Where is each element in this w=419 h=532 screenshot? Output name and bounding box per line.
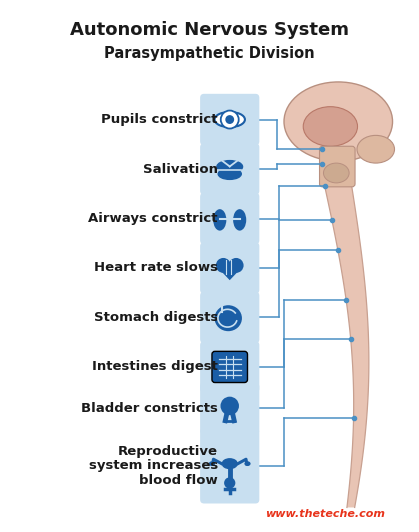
Text: Intestines digest: Intestines digest: [92, 361, 218, 373]
Ellipse shape: [222, 458, 238, 469]
Ellipse shape: [233, 209, 246, 231]
Text: Airways constrict: Airways constrict: [88, 212, 218, 225]
FancyBboxPatch shape: [200, 193, 259, 244]
Polygon shape: [216, 266, 243, 280]
FancyBboxPatch shape: [212, 351, 248, 383]
Ellipse shape: [284, 82, 393, 161]
Ellipse shape: [357, 135, 395, 163]
Text: Reproductive: Reproductive: [118, 445, 218, 458]
Text: Salivation: Salivation: [143, 162, 218, 176]
Text: Heart rate slows: Heart rate slows: [94, 262, 218, 275]
Ellipse shape: [217, 161, 243, 173]
Ellipse shape: [215, 112, 245, 127]
FancyBboxPatch shape: [200, 341, 259, 393]
Circle shape: [221, 111, 239, 129]
Text: Autonomic Nervous System: Autonomic Nervous System: [70, 21, 349, 39]
Text: Pupils constrict: Pupils constrict: [101, 113, 218, 126]
Text: Stomach digests: Stomach digests: [93, 311, 218, 324]
Ellipse shape: [209, 461, 215, 466]
FancyBboxPatch shape: [200, 94, 259, 145]
Circle shape: [220, 397, 239, 415]
FancyBboxPatch shape: [200, 428, 259, 503]
Text: Parasympathetic Division: Parasympathetic Division: [104, 46, 315, 61]
Ellipse shape: [215, 305, 242, 331]
Text: system increases: system increases: [89, 460, 218, 472]
FancyBboxPatch shape: [200, 383, 259, 434]
FancyBboxPatch shape: [200, 143, 259, 195]
Ellipse shape: [244, 461, 251, 466]
Polygon shape: [323, 176, 369, 508]
Circle shape: [216, 258, 231, 273]
Text: Bladder constricts: Bladder constricts: [81, 402, 218, 415]
Ellipse shape: [303, 107, 357, 146]
Ellipse shape: [323, 163, 349, 183]
FancyBboxPatch shape: [200, 292, 259, 343]
Circle shape: [229, 258, 243, 273]
Circle shape: [225, 115, 234, 124]
FancyBboxPatch shape: [320, 146, 355, 187]
Text: blood flow: blood flow: [139, 474, 218, 487]
Text: www.theteche.com: www.theteche.com: [265, 509, 385, 519]
Ellipse shape: [213, 209, 226, 231]
Circle shape: [224, 477, 235, 488]
Ellipse shape: [218, 169, 241, 179]
FancyBboxPatch shape: [200, 242, 259, 294]
